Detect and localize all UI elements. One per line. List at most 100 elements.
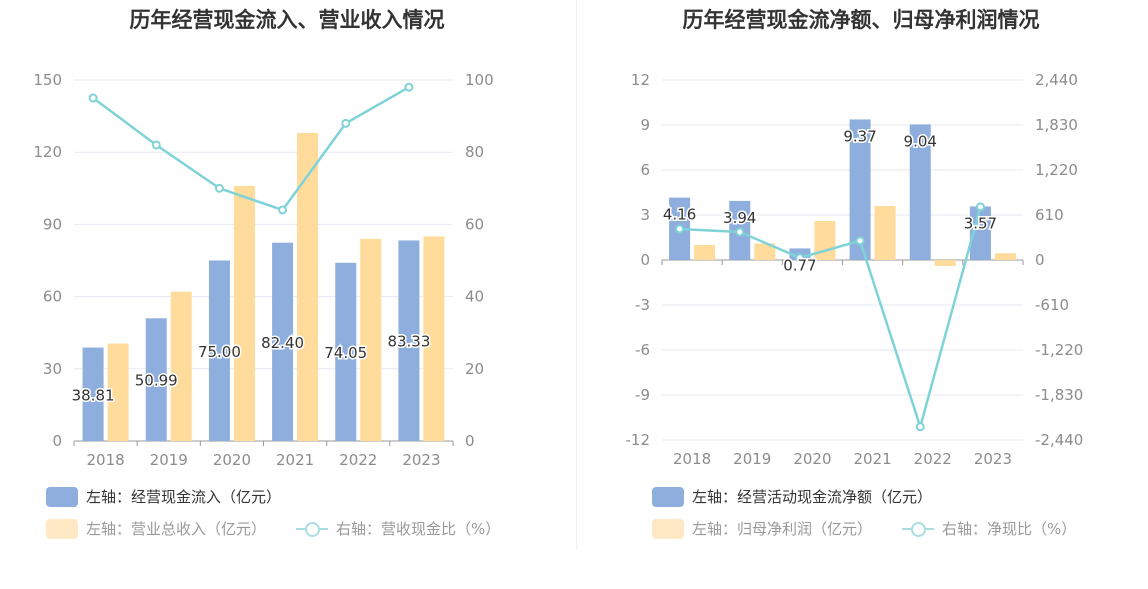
chart-panel-left: 历年经营现金流入、营业收入情况 150 120 90 60 30 0 100 80 60 40 20… (33, 8, 500, 539)
bar-series-2 (814, 221, 836, 260)
line-point (214, 183, 224, 193)
y-right-tick-label: 610 (1035, 206, 1064, 224)
y-left-tick-label: 0 (52, 432, 62, 450)
line-point (735, 227, 745, 237)
chart-svg-right: 12 9 6 3 0 -3 -6 -9 -12 2,440 1,830 1,220 610 0 -610 -1… (626, 71, 1084, 468)
bar-data-label: 74.05 (324, 344, 367, 362)
bar-series-2 (360, 238, 382, 441)
legend-label: 右轴：营收现金比（%） (336, 520, 501, 538)
bar-series-2 (233, 185, 255, 441)
x-tick-label: 2020 (793, 450, 831, 468)
bar-data-label: 9.37 (843, 127, 876, 145)
y-left-tick-label: -12 (626, 431, 651, 449)
y-left-tick-label: -6 (635, 341, 650, 359)
legend-label: 左轴：经营活动现金流净额（亿元） (692, 488, 933, 506)
line-point (278, 205, 288, 215)
bar-series-2 (874, 206, 896, 260)
bar-series-1 (909, 124, 931, 261)
bar-data-label: 3.94 (723, 209, 756, 227)
x-tick-label: 2023 (402, 451, 440, 469)
y-left-tick-label: 12 (631, 71, 650, 89)
x-tick-label: 2020 (213, 451, 251, 469)
x-tick-label: 2021 (853, 450, 891, 468)
legend-label: 左轴：归母净利润（亿元） (692, 520, 873, 538)
chart-title: 历年经营现金流入、营业收入情况 (129, 8, 445, 32)
y-right-tick-label: 100 (465, 71, 494, 89)
bar-data-label: 82.40 (261, 334, 304, 352)
y-right-tick-label: 1,830 (1035, 116, 1078, 134)
bar-series-1 (145, 318, 167, 441)
legend-swatch-bar-blue (46, 486, 78, 507)
x-tick-label: 2023 (974, 450, 1012, 468)
y-right-tick-label: -610 (1035, 296, 1069, 314)
bar-data-label: 75.00 (198, 343, 241, 361)
x-tick-label: 2019 (150, 451, 188, 469)
legend-item-series-1[interactable]: 左轴：经营活动现金流净额（亿元） (652, 486, 932, 507)
line-point (88, 93, 98, 103)
line-point (404, 82, 414, 92)
panel-divider (576, 0, 577, 550)
bar-series-2 (994, 253, 1016, 260)
legend-item-series-3[interactable]: 右轴：净现比（%） (902, 518, 1076, 539)
legend-swatch-line-icon (296, 519, 328, 539)
y-left-tick-label: -9 (635, 386, 650, 404)
bar-series-1 (398, 240, 420, 441)
legend-label: 左轴：经营现金流入（亿元） (86, 488, 282, 506)
bar-series-2 (694, 245, 716, 260)
y-right-tick-label: -2,440 (1035, 431, 1083, 449)
y-right-tick-label: 2,440 (1035, 71, 1078, 89)
bar-series-1 (849, 119, 871, 260)
bar-series-2 (297, 132, 319, 442)
x-tick-label: 2021 (276, 451, 314, 469)
bar-series-2 (423, 236, 445, 441)
y-right-tick-label: 1,220 (1035, 161, 1078, 179)
bar-data-label: 83.33 (387, 333, 430, 351)
legend-label: 左轴：营业总收入（亿元） (86, 520, 267, 538)
legend-item-series-3[interactable]: 右轴：营收现金比（%） (296, 518, 500, 539)
y-right-tick-label: -1,220 (1035, 341, 1083, 359)
line-point (855, 236, 865, 246)
y-right-tick-label: 0 (465, 432, 475, 450)
y-right-tick-label: 0 (1035, 251, 1045, 269)
bar-data-label: 50.99 (135, 372, 178, 390)
legend-swatch-bar-blue (652, 486, 684, 507)
y-left-tick-label: 0 (640, 251, 650, 269)
y-left-tick-label: 9 (640, 116, 650, 134)
y-right-tick-label: 80 (465, 143, 484, 161)
legend-item-series-1[interactable]: 左轴：经营现金流入（亿元） (46, 486, 281, 507)
y-left-tick-label: 120 (33, 143, 62, 161)
bar-series-1 (272, 242, 294, 441)
y-left-tick-label: 90 (43, 215, 62, 233)
bar-data-label: 0.77 (783, 256, 816, 274)
chart-title: 历年经营现金流净额、归母净利润情况 (682, 8, 1040, 32)
x-tick-label: 2018 (86, 451, 124, 469)
line-point (975, 202, 985, 212)
line-point (151, 140, 161, 150)
chart-svg-left: 150 120 90 60 30 0 100 80 60 40 20 0 2018 2019 2020 202… (33, 71, 494, 469)
legend-swatch-bar-orange (46, 518, 78, 539)
line-series (92, 86, 410, 212)
y-left-tick-label: 3 (640, 206, 650, 224)
x-tick-label: 2019 (733, 450, 771, 468)
bar-data-label: 38.81 (72, 386, 115, 404)
bar-series-1 (208, 260, 230, 441)
bar-series-1 (335, 262, 357, 441)
y-right-tick-label: -1,830 (1035, 386, 1083, 404)
bar-series-1 (82, 347, 104, 441)
y-left-tick-label: 60 (43, 288, 62, 306)
bar-series-2 (934, 260, 956, 266)
line-series (679, 206, 982, 432)
line-point (341, 118, 351, 128)
legend-item-series-2[interactable]: 左轴：归母净利润（亿元） (652, 518, 872, 539)
bar-series-1 (969, 206, 991, 260)
bar-series-2 (107, 343, 129, 441)
y-left-tick-label: 30 (43, 360, 62, 378)
x-tick-label: 2022 (914, 450, 952, 468)
x-tick-label: 2022 (339, 451, 377, 469)
x-tick-label: 2018 (673, 450, 711, 468)
chart-panel-right: 历年经营现金流净额、归母净利润情况 12 9 6 3 0 -3 -6 -9 -12 2,440 1,… (574, 0, 1148, 589)
bar-data-label: 3.57 (964, 214, 997, 232)
legend-swatch-bar-orange (652, 518, 684, 539)
y-left-tick-label: -3 (635, 296, 650, 314)
legend-item-series-2[interactable]: 左轴：营业总收入（亿元） (46, 518, 266, 539)
